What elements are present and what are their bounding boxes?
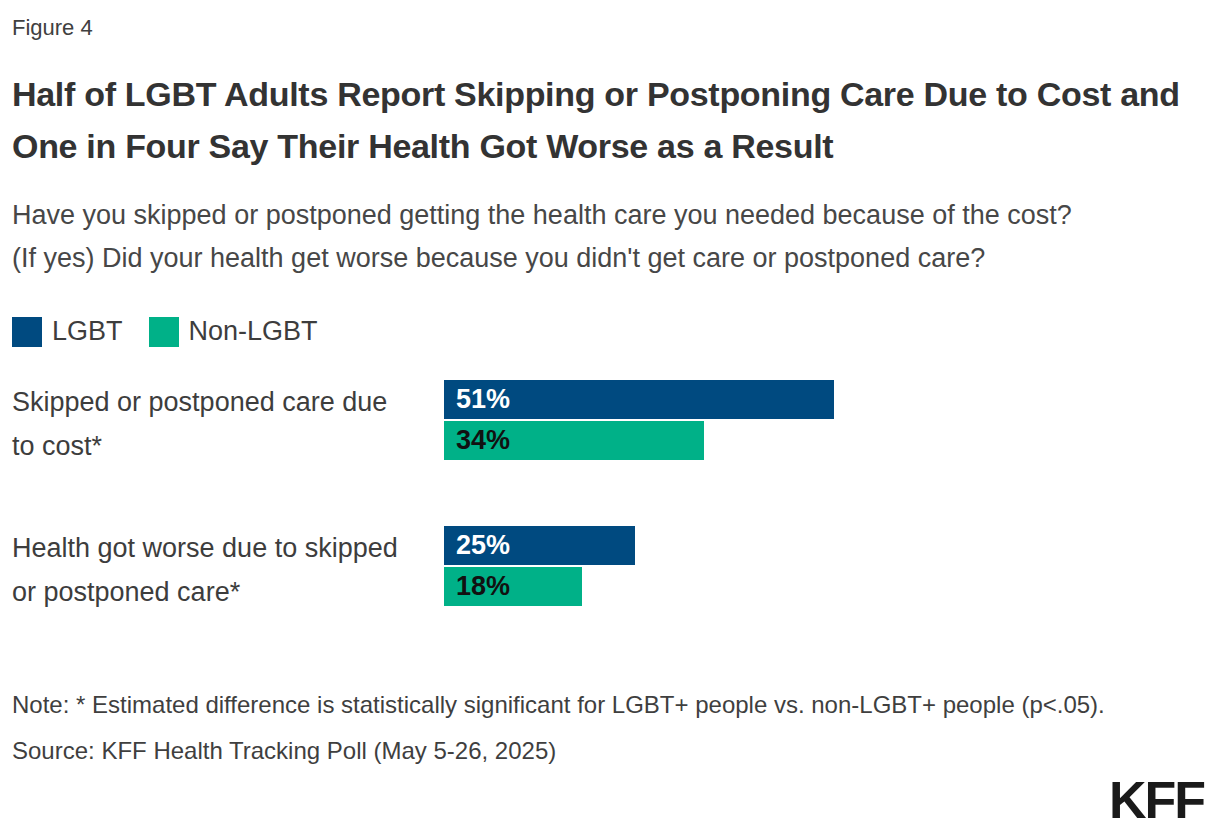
chart-row-health-worse: Health got worse due to skipped or postp… xyxy=(12,526,1208,614)
survey-question-text: Have you skipped or postponed getting th… xyxy=(12,194,1082,280)
legend-item-non-lgbt: Non-LGBT xyxy=(149,316,318,347)
bar-non-lgbt-health-worse: 18% xyxy=(444,567,582,606)
legend-label-lgbt: LGBT xyxy=(52,316,123,347)
bar-value-label: 25% xyxy=(444,530,510,561)
category-label: Health got worse due to skipped or postp… xyxy=(12,526,444,614)
legend-label-non-lgbt: Non-LGBT xyxy=(189,316,318,347)
bar-non-lgbt-skipped-care: 34% xyxy=(444,421,704,460)
non-lgbt-swatch-icon xyxy=(149,317,179,347)
chart-legend: LGBT Non-LGBT xyxy=(12,316,1208,347)
category-label: Skipped or postponed care due to cost* xyxy=(12,380,444,468)
lgbt-swatch-icon xyxy=(12,317,42,347)
kff-logo: KFF xyxy=(1109,774,1204,826)
bar-value-label: 34% xyxy=(444,425,510,456)
bar-lgbt-skipped-care: 51% xyxy=(444,380,834,419)
chart-title: Half of LGBT Adults Report Skipping or P… xyxy=(12,68,1208,172)
footnote-text: Note: * Estimated difference is statisti… xyxy=(12,688,1114,722)
legend-item-lgbt: LGBT xyxy=(12,316,123,347)
bar-lgbt-health-worse: 25% xyxy=(444,526,635,565)
bar-chart: Skipped or postponed care due to cost* 5… xyxy=(12,380,1208,614)
source-text: Source: KFF Health Tracking Poll (May 5-… xyxy=(12,736,1208,766)
chart-row-skipped-care: Skipped or postponed care due to cost* 5… xyxy=(12,380,1208,468)
bar-value-label: 51% xyxy=(444,384,510,415)
category-bars: 51% 34% xyxy=(444,380,834,460)
category-bars: 25% 18% xyxy=(444,526,635,606)
figure-number-label: Figure 4 xyxy=(12,14,1208,42)
bar-value-label: 18% xyxy=(444,571,510,602)
figure-page: Figure 4 Half of LGBT Adults Report Skip… xyxy=(0,0,1220,836)
